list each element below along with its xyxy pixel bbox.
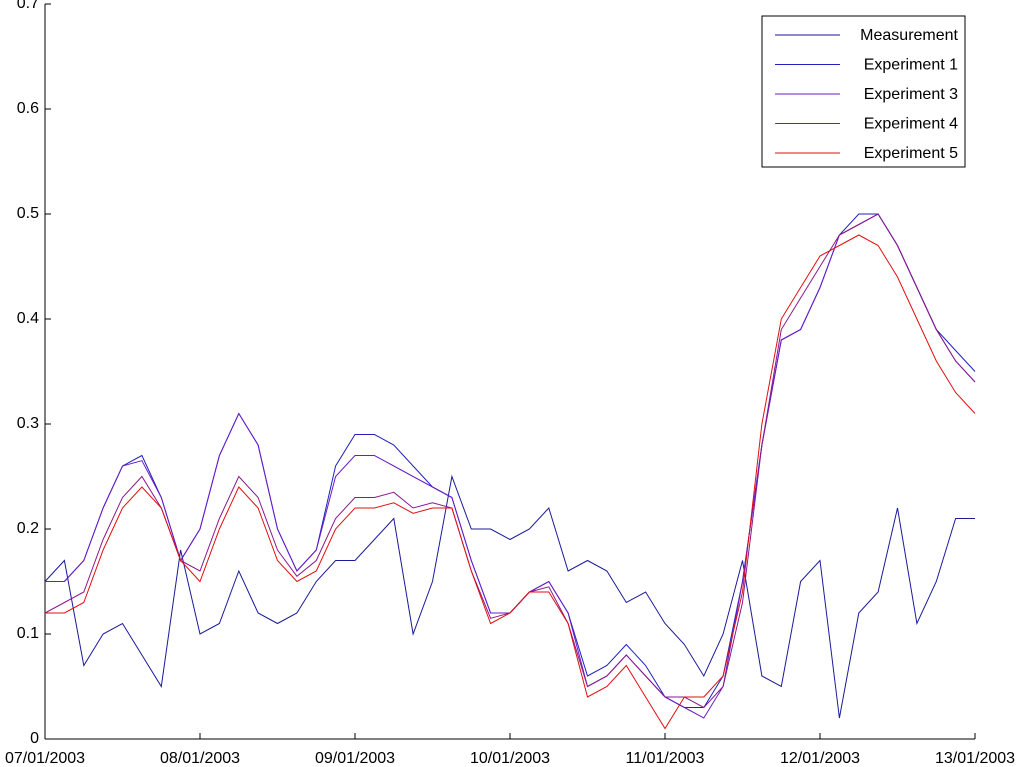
y-tick-label: 0.5 <box>17 205 39 222</box>
legend-label: Measurement <box>860 27 958 44</box>
series-line <box>45 213 976 719</box>
y-tick-label: 0.6 <box>17 100 39 117</box>
series-line <box>45 213 976 708</box>
y-tick-label: 0.2 <box>17 520 39 537</box>
x-tick-label: 09/01/2003 <box>315 750 395 767</box>
y-tick-label: 0.1 <box>17 625 39 642</box>
series-line <box>44 474 975 719</box>
legend-label: Experiment 4 <box>864 116 958 133</box>
x-tick-label: 13/01/2003 <box>935 750 1015 767</box>
legend-label: Experiment 1 <box>864 57 958 74</box>
x-tick-label: 10/01/2003 <box>470 750 550 767</box>
x-tick-label: 07/01/2003 <box>5 750 85 767</box>
x-tick-label: 12/01/2003 <box>780 750 860 767</box>
y-tick-label: 0.7 <box>17 0 39 12</box>
legend-label: Experiment 5 <box>864 145 958 162</box>
series-line <box>44 213 976 709</box>
y-tick-label: 0.3 <box>17 415 39 432</box>
legend-label: Experiment 3 <box>864 86 958 103</box>
legend-box <box>761 15 966 168</box>
x-tick-label: 11/01/2003 <box>626 750 705 767</box>
x-tick-label: 08/01/2003 <box>160 750 240 767</box>
series-line <box>45 234 976 730</box>
y-tick-label: 0.4 <box>17 310 39 327</box>
y-tick-label: 0 <box>30 730 39 747</box>
